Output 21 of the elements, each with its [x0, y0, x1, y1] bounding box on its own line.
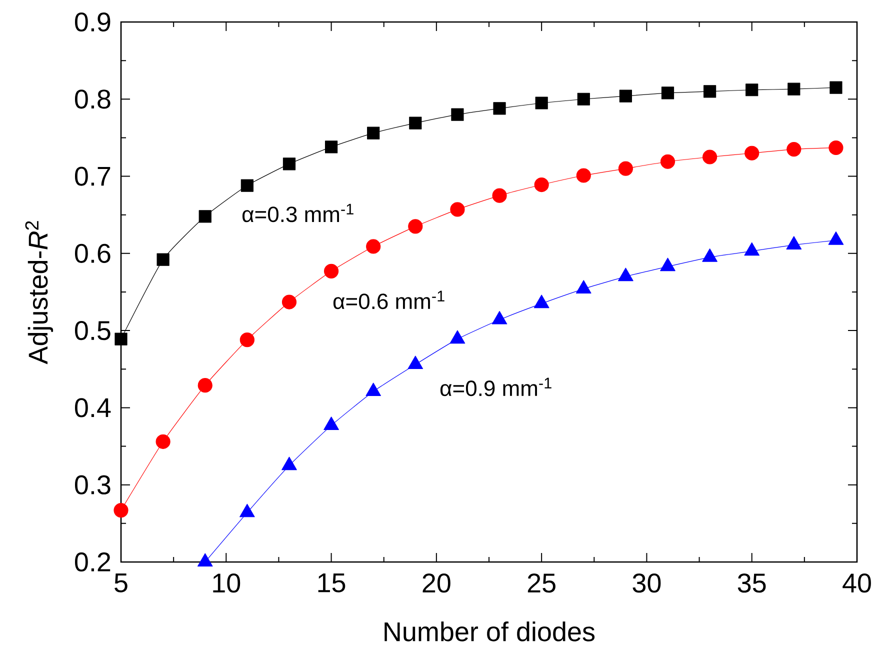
y-tick-label: 0.3 — [74, 475, 110, 494]
x-tick-label: 35 — [738, 574, 766, 593]
y-tick-label: 0.6 — [74, 244, 110, 263]
x-tick-label: 25 — [528, 574, 556, 593]
y-axis-title: Adjusted-R$^{2}$ — [25, 221, 54, 364]
annotation: α=0.6 mm$^{-1}$ — [333, 290, 444, 310]
annotation: α=0.3 mm$^{-1}$ — [242, 204, 354, 222]
annotation: α=0.9 mm$^{-1}$ — [440, 378, 552, 396]
y-tick-label: 0.9 — [74, 12, 110, 32]
x-tick-label: 15 — [318, 574, 346, 592]
x-tick-label: 10 — [213, 574, 240, 593]
x-tick-label: 5 — [114, 574, 128, 592]
y-tick-label: 0.7 — [74, 166, 110, 186]
x-axis-title: Number of diodes — [384, 621, 595, 642]
y-tick-label: 0.2 — [74, 552, 110, 572]
y-tick-label: 0.4 — [74, 398, 111, 418]
y-tick-label: 0.8 — [74, 90, 110, 109]
x-tick-label: 30 — [632, 574, 661, 593]
x-tick-label: 20 — [422, 574, 450, 593]
y-tick-label: 0.5 — [74, 321, 110, 340]
x-tick-label: 40 — [842, 574, 871, 593]
